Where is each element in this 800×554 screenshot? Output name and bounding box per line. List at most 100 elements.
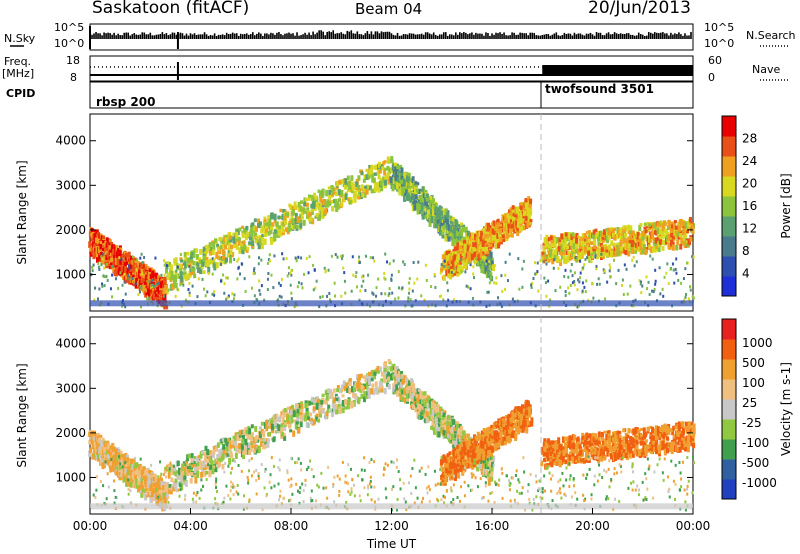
- echo-cell: [455, 238, 459, 245]
- echo-cell: [344, 178, 348, 185]
- echo-cell: [441, 231, 445, 239]
- echo-cell: [93, 440, 97, 445]
- echo-cell: [471, 247, 475, 252]
- echo-cell: [186, 273, 190, 279]
- echo-cell: [113, 457, 117, 465]
- echo-cell: [141, 271, 144, 275]
- echo-cell: [109, 252, 113, 257]
- echo-cell: [278, 281, 281, 285]
- echo-cell: [326, 199, 330, 204]
- echo-cell: [200, 264, 204, 270]
- echo-cell: [290, 269, 293, 273]
- echo-cell: [141, 483, 145, 490]
- echo-cell: [203, 246, 207, 252]
- echo-cell: [566, 245, 570, 250]
- echo-cell: [102, 252, 105, 256]
- echo-cell: [479, 251, 483, 259]
- echo-cell: [452, 298, 455, 302]
- echo-cell: [261, 234, 265, 238]
- echo-cell: [183, 469, 187, 476]
- echo-cell: [184, 459, 188, 465]
- echo-cell: [101, 454, 105, 460]
- echo-cell: [151, 272, 155, 279]
- echo-cell: [152, 476, 156, 482]
- echo-cell: [245, 249, 249, 253]
- echo-cell: [289, 204, 293, 211]
- echo-cell: [527, 217, 531, 225]
- echo-cell: [591, 255, 594, 259]
- echo-cell: [214, 467, 218, 473]
- echo-cell: [190, 268, 194, 272]
- echo-cell: [357, 175, 361, 181]
- echo-cell: [455, 249, 459, 256]
- echo-cell: [401, 286, 404, 290]
- nave-tick-bottom: 0: [708, 71, 715, 84]
- echo-cell: [625, 238, 629, 245]
- echo-cell: [462, 236, 466, 243]
- echo-cell: [318, 305, 321, 309]
- echo-cell: [575, 256, 579, 263]
- echo-cell: [124, 254, 128, 261]
- echo-cell: [367, 273, 370, 277]
- echo-cell: [493, 221, 497, 225]
- echo-cell: [141, 261, 144, 265]
- echo-cell: [383, 160, 387, 164]
- echo-cell: [111, 264, 114, 268]
- echo-cell: [663, 275, 666, 279]
- echo-cell: [180, 275, 184, 283]
- echo-cell: [165, 304, 169, 310]
- echo-cell: [651, 257, 654, 261]
- echo-cell: [677, 278, 680, 282]
- echo-cell: [179, 257, 183, 262]
- echo-cell: [305, 197, 309, 202]
- echo-cell: [461, 247, 465, 254]
- echo-cell: [309, 216, 313, 222]
- echo-cell: [205, 470, 209, 475]
- echo-cell: [306, 202, 310, 207]
- echo-cell: [371, 176, 375, 183]
- echo-cell: [196, 262, 200, 267]
- echo-cell: [146, 288, 150, 295]
- echo-cell: [624, 249, 628, 256]
- echo-cell: [240, 243, 244, 249]
- echo-cell: [328, 194, 332, 200]
- echo-cell: [314, 286, 317, 290]
- echo-cell: [140, 286, 143, 290]
- echo-cell: [212, 242, 216, 246]
- echo-cell: [405, 186, 409, 191]
- echo-cell: [643, 222, 647, 226]
- echo-cell: [164, 261, 168, 266]
- echo-cell: [286, 274, 289, 278]
- echo-cell: [338, 179, 342, 185]
- echo-cell: [207, 266, 211, 274]
- echo-cell: [210, 257, 214, 265]
- echo-cell: [585, 242, 589, 246]
- echo-cell: [644, 229, 648, 234]
- echo-cell: [88, 241, 92, 249]
- echo-cell: [489, 254, 493, 262]
- echo-cell: [128, 264, 131, 268]
- echo-cell: [166, 464, 170, 469]
- echo-cell: [396, 165, 400, 170]
- echo-cell: [89, 247, 93, 254]
- echo-cell: [344, 193, 348, 200]
- echo-cell: [580, 250, 584, 254]
- echo-cell: [319, 295, 322, 299]
- echo-cell: [135, 277, 139, 284]
- echo-cell: [295, 224, 299, 229]
- echo-cell: [258, 288, 261, 292]
- echo-cell: [348, 199, 352, 205]
- echo-cell: [143, 255, 146, 259]
- echo-cell: [559, 259, 563, 267]
- echo-cell: [378, 169, 382, 174]
- echo-cell: [439, 271, 442, 275]
- echo-cell: [131, 464, 135, 470]
- echo-cell: [654, 237, 658, 244]
- echo-cell: [559, 259, 562, 263]
- echo-cell: [598, 251, 602, 255]
- echo-cell: [119, 259, 123, 265]
- echo-cell: [453, 246, 457, 252]
- echo-cell: [232, 444, 236, 448]
- echo-cell: [163, 263, 166, 267]
- echo-cell: [675, 245, 679, 251]
